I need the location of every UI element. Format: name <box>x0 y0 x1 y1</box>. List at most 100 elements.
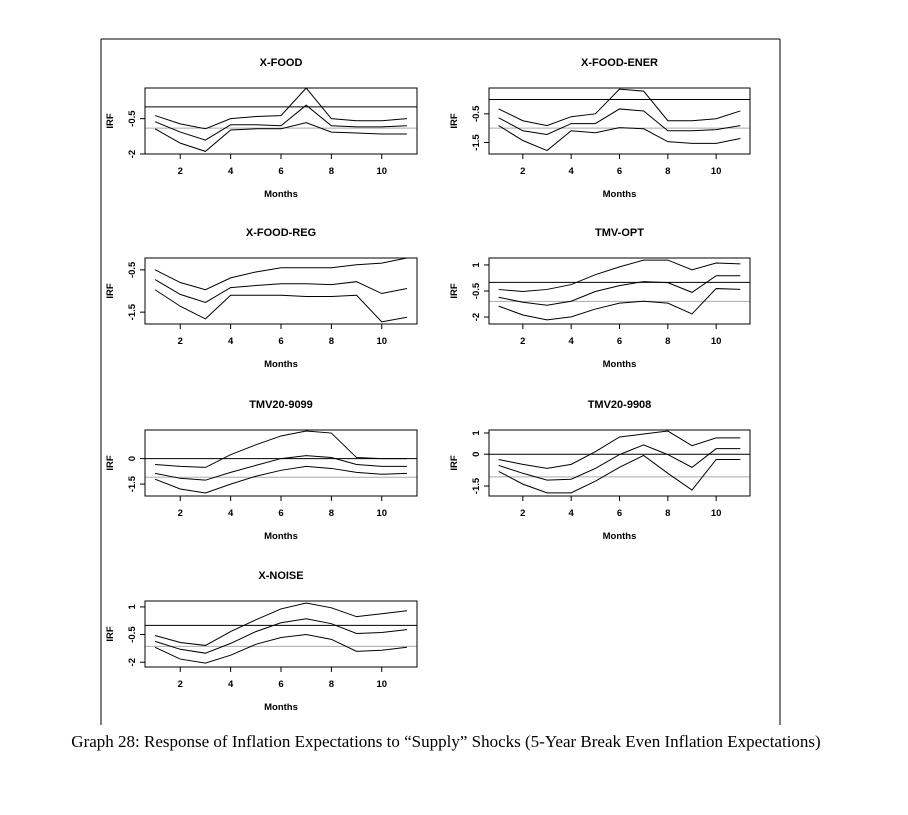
series-line <box>498 108 741 136</box>
y-tick-label: -1.5 <box>127 475 138 492</box>
y-axis-label: IRF <box>105 283 116 299</box>
x-tick-label: 8 <box>329 508 334 519</box>
y-tick-label: 0 <box>127 456 138 461</box>
x-tick-label: 8 <box>329 166 334 177</box>
chart-title: X-FOOD-REG <box>246 227 316 239</box>
y-tick-label: 0 <box>471 452 482 457</box>
x-axis-label: Months <box>603 359 637 370</box>
x-tick-label: 2 <box>178 679 183 690</box>
plot-box <box>144 600 418 668</box>
series-line <box>154 104 407 141</box>
y-tick-label: 1 <box>127 604 138 610</box>
series-line <box>498 259 741 293</box>
series-line <box>498 444 741 481</box>
series-line <box>154 257 408 291</box>
x-tick-label: 6 <box>278 508 283 519</box>
x-tick-label: 8 <box>329 679 334 690</box>
y-tick-label: 1 <box>471 430 482 436</box>
x-tick-label: 2 <box>178 508 183 519</box>
x-tick-label: 2 <box>520 166 525 177</box>
chart-title: TMV20-9908 <box>588 399 652 411</box>
y-tick-label: -0.5 <box>127 626 138 643</box>
chart-title: X-FOOD-ENER <box>581 57 658 69</box>
series-line <box>154 279 408 303</box>
x-tick-label: 10 <box>711 508 722 519</box>
y-tick-label: -0.5 <box>471 282 482 299</box>
series-line <box>155 430 407 468</box>
x-tick-label: 10 <box>711 336 722 347</box>
x-tick-label: 8 <box>665 508 670 519</box>
x-axis-label: Months <box>264 359 298 370</box>
x-tick-label: 6 <box>617 336 622 347</box>
x-tick-label: 6 <box>617 166 622 177</box>
y-tick-label: -1.5 <box>471 134 482 151</box>
x-axis-label: Months <box>603 189 637 200</box>
x-tick-label: 10 <box>376 508 387 519</box>
plot-box <box>488 87 751 155</box>
series-line <box>498 125 741 152</box>
x-tick-label: 4 <box>569 166 575 177</box>
y-axis-label: IRF <box>449 455 460 471</box>
series-line <box>498 275 741 306</box>
chart-title: TMV20-9099 <box>249 399 313 411</box>
x-tick-label: 10 <box>376 166 387 177</box>
series-line <box>154 289 408 323</box>
y-axis-label: IRF <box>449 113 460 129</box>
series-line <box>154 87 407 130</box>
x-tick-label: 10 <box>376 679 387 690</box>
x-axis-label: Months <box>603 531 637 542</box>
x-tick-label: 4 <box>569 336 575 347</box>
y-tick-label: -2 <box>471 313 482 321</box>
y-tick-label: -1.5 <box>471 477 482 494</box>
x-tick-label: 4 <box>569 508 575 519</box>
x-tick-label: 8 <box>665 166 670 177</box>
y-tick-label: -2 <box>127 658 138 666</box>
x-axis-label: Months <box>264 189 298 200</box>
y-tick-label: -2 <box>127 150 138 158</box>
y-tick-label: -0.5 <box>127 261 138 278</box>
series-line <box>154 455 407 481</box>
chart-title: X-FOOD <box>260 57 303 69</box>
x-tick-label: 4 <box>228 508 234 519</box>
y-tick-label: -1.5 <box>127 303 138 320</box>
x-tick-label: 2 <box>178 166 183 177</box>
y-tick-label: -0.5 <box>127 110 138 127</box>
x-tick-label: 6 <box>278 679 283 690</box>
x-tick-label: 6 <box>617 508 622 519</box>
x-tick-label: 10 <box>711 166 722 177</box>
x-tick-label: 10 <box>376 336 387 347</box>
series-line <box>154 634 407 664</box>
y-axis-label: IRF <box>105 626 116 642</box>
x-tick-label: 4 <box>228 166 234 177</box>
x-tick-label: 6 <box>278 336 283 347</box>
y-axis-label: IRF <box>449 283 460 299</box>
series-line <box>154 618 407 654</box>
series-line <box>154 602 407 646</box>
x-axis-label: Months <box>264 531 298 542</box>
x-tick-label: 4 <box>228 336 234 347</box>
series-line <box>154 122 407 152</box>
x-tick-label: 4 <box>228 679 234 690</box>
series-line <box>498 88 741 127</box>
x-tick-label: 2 <box>520 336 525 347</box>
y-tick-label: -0.5 <box>471 105 482 122</box>
x-tick-label: 8 <box>665 336 670 347</box>
x-tick-label: 2 <box>520 508 525 519</box>
x-tick-label: 8 <box>329 336 334 347</box>
x-axis-label: Months <box>264 702 298 713</box>
plot-box <box>144 429 418 497</box>
chart-title: TMV-OPT <box>595 227 644 239</box>
series-line <box>498 454 741 494</box>
chart-title: X-NOISE <box>258 570 303 582</box>
series-line <box>498 430 741 469</box>
caption: Graph 28: Response of Inflation Expectat… <box>71 732 821 751</box>
x-tick-label: 6 <box>278 166 283 177</box>
y-tick-label: 1 <box>471 262 482 268</box>
x-tick-label: 2 <box>178 336 183 347</box>
y-axis-label: IRF <box>105 113 116 129</box>
series-line <box>498 288 741 321</box>
series-line <box>154 465 407 494</box>
y-axis-label: IRF <box>105 455 116 471</box>
